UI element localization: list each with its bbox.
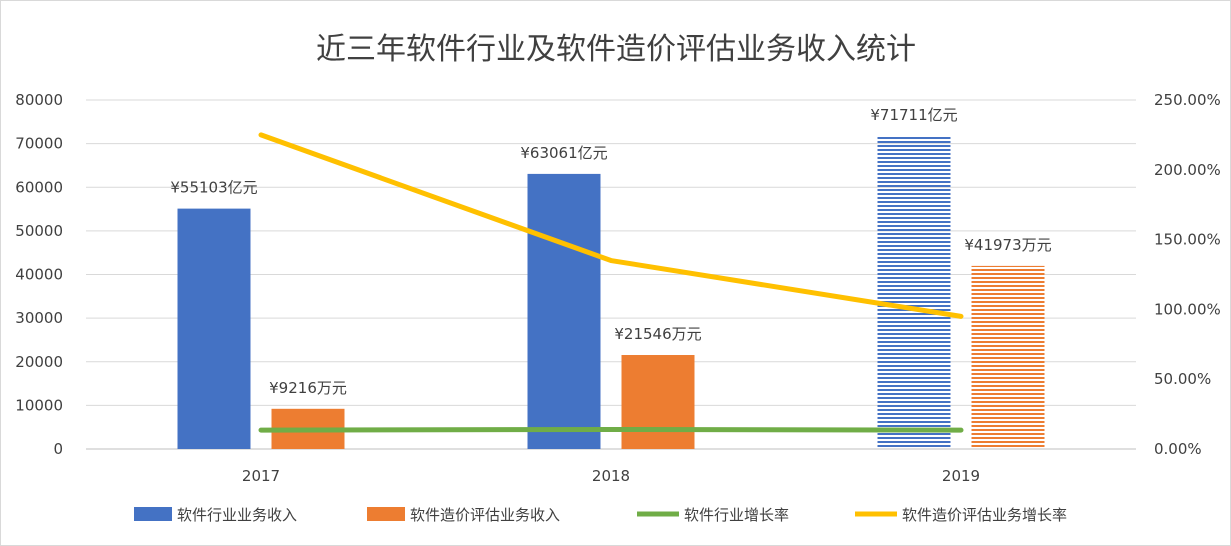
y-left-tick-label: 50000 [15, 222, 63, 240]
y-left-tick-label: 20000 [15, 353, 63, 371]
data-label: ¥71711亿元 [870, 106, 957, 124]
data-label: ¥55103亿元 [170, 179, 257, 197]
labels-layer: ¥55103亿元 ¥63061亿元 ¥71711亿元 ¥9216万元 ¥21546万元 ¥… [170, 106, 1051, 397]
x-tick-label: 2018 [592, 467, 630, 485]
legend-label: 软件行业增长率 [684, 506, 789, 524]
y-left-tick-label: 0 [53, 440, 63, 458]
legend-layer: 软件行业业务收入 软件造价评估业务收入 软件行业增长率 软件造价评估业务增长率 [134, 506, 1067, 524]
bars-layer [177, 136, 1045, 449]
y-left-tick-label: 30000 [15, 309, 63, 327]
y-right-tick-label: 200.00% [1154, 161, 1221, 179]
bar [177, 208, 251, 449]
bar [527, 173, 601, 449]
lines-layer [258, 132, 964, 433]
y-left-tick-label: 70000 [15, 135, 63, 153]
bar [971, 265, 1045, 449]
y-right-tick-label: 150.00% [1154, 231, 1221, 249]
data-label: ¥21546万元 [614, 325, 701, 343]
data-label: ¥41973万元 [964, 236, 1051, 254]
y-right-tick-label: 100.00% [1154, 300, 1221, 318]
data-label: ¥63061亿元 [520, 144, 607, 162]
x-tick-label: 2019 [942, 467, 980, 485]
data-label: ¥9216万元 [269, 379, 347, 397]
y-left-tick-label: 60000 [15, 178, 63, 196]
chart-title: 近三年软件行业及软件造价评估业务收入统计 [316, 32, 916, 67]
grid-layer [86, 99, 1136, 450]
y-right-tick-label: 250.00% [1154, 91, 1221, 109]
legend-label: 软件造价评估业务增长率 [902, 506, 1067, 524]
x-tick-label: 2017 [242, 467, 280, 485]
legend-swatch [134, 507, 172, 521]
y-right-tick-label: 0.00% [1154, 440, 1202, 458]
axis-layer: 0 10000 20000 30000 40000 50000 60000 70000 8000… [15, 91, 1220, 485]
y-left-tick-label: 40000 [15, 266, 63, 284]
y-left-tick-label: 10000 [15, 396, 63, 414]
bar [621, 355, 695, 449]
bar [877, 136, 951, 449]
series-line [258, 132, 964, 319]
series-line [258, 426, 964, 433]
legend-swatch [367, 507, 405, 521]
legend-label: 软件造价评估业务收入 [410, 506, 560, 524]
legend-label: 软件行业业务收入 [177, 506, 297, 524]
y-left-tick-label: 80000 [15, 91, 63, 109]
y-right-tick-label: 50.00% [1154, 370, 1211, 388]
